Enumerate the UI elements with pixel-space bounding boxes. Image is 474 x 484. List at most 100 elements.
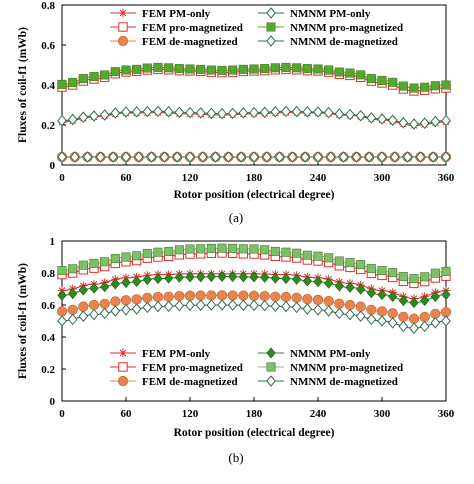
data-point (196, 244, 206, 254)
data-point (419, 117, 430, 129)
data-point (302, 275, 312, 287)
data-point (345, 258, 355, 268)
data-point (377, 113, 387, 125)
data-point (206, 299, 217, 311)
data-point (195, 290, 206, 301)
data-point (184, 290, 196, 301)
data-point (389, 151, 400, 163)
data-point (387, 114, 398, 127)
data-point (338, 151, 349, 163)
legend-swatch-marker (266, 375, 276, 387)
series-nmnm-pro-magnetized (57, 243, 451, 284)
data-point (281, 247, 291, 257)
data-point (108, 151, 119, 163)
data-point (57, 151, 67, 163)
x-tick-label: 360 (438, 408, 455, 420)
data-point (78, 284, 88, 296)
data-point (185, 271, 195, 283)
data-point (377, 75, 387, 85)
data-point (302, 106, 313, 118)
data-point (142, 63, 152, 73)
legend-swatch-marker (118, 22, 128, 32)
data-point (196, 64, 206, 74)
y-tick-label: 0 (50, 396, 56, 408)
data-point (67, 113, 78, 126)
data-point (313, 151, 323, 163)
series-fem-de-magnetized (56, 290, 452, 324)
data-point (270, 246, 280, 256)
data-point (355, 109, 366, 122)
legend-swatch-marker (117, 375, 129, 387)
data-point (351, 151, 362, 163)
data-point (152, 291, 164, 303)
data-point (163, 300, 174, 313)
data-point (291, 105, 302, 118)
data-point (210, 151, 221, 163)
data-point (355, 301, 366, 312)
data-point (174, 290, 185, 302)
legend-label: NMNM pro-magnetized (290, 362, 403, 374)
data-point (78, 310, 89, 322)
data-point (89, 258, 99, 268)
data-point (430, 81, 440, 91)
data-point (345, 281, 355, 293)
data-point (366, 264, 376, 274)
data-point (228, 243, 238, 253)
data-point (174, 64, 184, 74)
data-point (260, 245, 270, 255)
data-point (67, 304, 78, 315)
data-point (324, 277, 334, 289)
data-point (356, 70, 366, 80)
legend-label: NMNM de-magnetized (290, 376, 398, 388)
y-tick-label: 0.6 (41, 300, 55, 312)
data-point (281, 273, 291, 285)
data-point (78, 260, 88, 270)
legend-swatch-marker (266, 362, 276, 372)
legend-swatch-marker (266, 7, 276, 19)
legend-label: FEM pro-magnetized (142, 362, 243, 374)
data-point (217, 65, 227, 75)
chart-a: 0 60 120 180 240 300 360 0 0.2 0.4 0.6 0.8 Rotor pos… (17, 0, 455, 225)
data-point (88, 299, 100, 311)
y-axis-label: Fluxes of coil-f1 (mWb) (17, 27, 29, 143)
data-point (78, 111, 89, 123)
data-point (132, 64, 142, 74)
data-point (68, 288, 78, 300)
data-point (89, 110, 99, 122)
data-point (366, 287, 376, 299)
data-point (227, 299, 238, 311)
data-point (56, 306, 68, 317)
legend-label: NMNM de-magnetized (290, 36, 398, 48)
data-point (57, 315, 67, 327)
legend-swatch-marker (117, 35, 129, 47)
data-point (430, 317, 441, 329)
data-point (228, 65, 238, 75)
data-point (388, 291, 398, 303)
data-point (142, 292, 153, 303)
data-point (185, 299, 195, 312)
data-point (398, 320, 409, 333)
data-point (89, 282, 99, 294)
series-nmnm-de-magnetized (57, 151, 451, 163)
data-point (164, 63, 174, 73)
data-point (409, 322, 419, 334)
data-point (132, 276, 142, 288)
data-point (110, 296, 121, 307)
data-point (281, 300, 291, 313)
data-point (78, 74, 88, 84)
data-point (313, 64, 323, 74)
data-point (164, 246, 174, 256)
legend-swatch-marker (118, 348, 128, 358)
data-point (132, 251, 142, 261)
data-point (292, 248, 302, 258)
data-point (142, 105, 153, 118)
data-point (441, 266, 451, 276)
data-point (121, 151, 131, 163)
y-tick-label: 0.2 (41, 120, 55, 132)
data-point (324, 253, 334, 263)
data-point (345, 68, 355, 78)
data-point (217, 299, 227, 311)
data-point (142, 301, 153, 314)
data-point (110, 107, 121, 119)
